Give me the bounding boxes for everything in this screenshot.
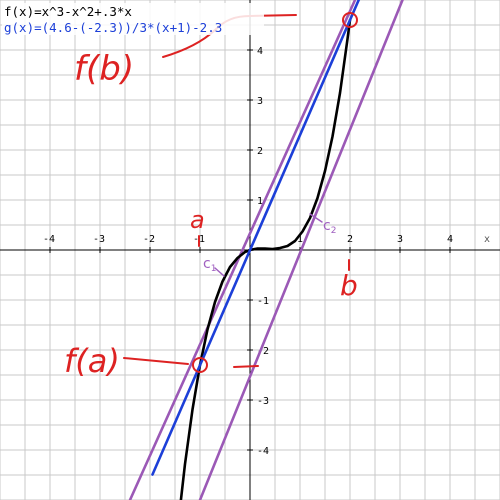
fa-label: f(a) [64, 342, 120, 380]
x-tick-label: 2 [347, 234, 353, 245]
g-formula: g(x)=(4.6-(-2.3))/3*(x+1)-2.3 [4, 20, 222, 35]
annotations [124, 15, 349, 367]
f-formula: f(x)=x^3-x^2+.3*x [4, 4, 132, 19]
x-tick-label: 3 [397, 234, 403, 245]
x-axis-label: x [484, 234, 490, 245]
x-tick-label: -2 [143, 234, 155, 245]
b-label: b [340, 269, 358, 302]
c1-subscript: 1 [211, 264, 217, 274]
c1-label: c1 [203, 256, 216, 274]
x-tick-label: -4 [43, 234, 55, 245]
c2-label: c2 [323, 218, 336, 236]
a-label: a [190, 206, 205, 234]
dash-mark [234, 366, 258, 367]
y-tick-label: 4 [257, 46, 263, 57]
c2-letter: c [323, 218, 331, 234]
fa-pointer-line [124, 358, 188, 364]
y-tick-label: -4 [257, 446, 269, 457]
x-tick-label: -3 [93, 234, 105, 245]
y-tick-label: -1 [257, 296, 269, 307]
y-tick-label: 3 [257, 96, 263, 107]
y-tick-label: 2 [257, 146, 263, 157]
c1-letter: c [203, 256, 211, 272]
fb-label: f(b) [74, 49, 134, 89]
y-tick-label: -3 [257, 396, 269, 407]
x-tick-label: 4 [447, 234, 453, 245]
c2-subscript: 2 [331, 226, 337, 236]
